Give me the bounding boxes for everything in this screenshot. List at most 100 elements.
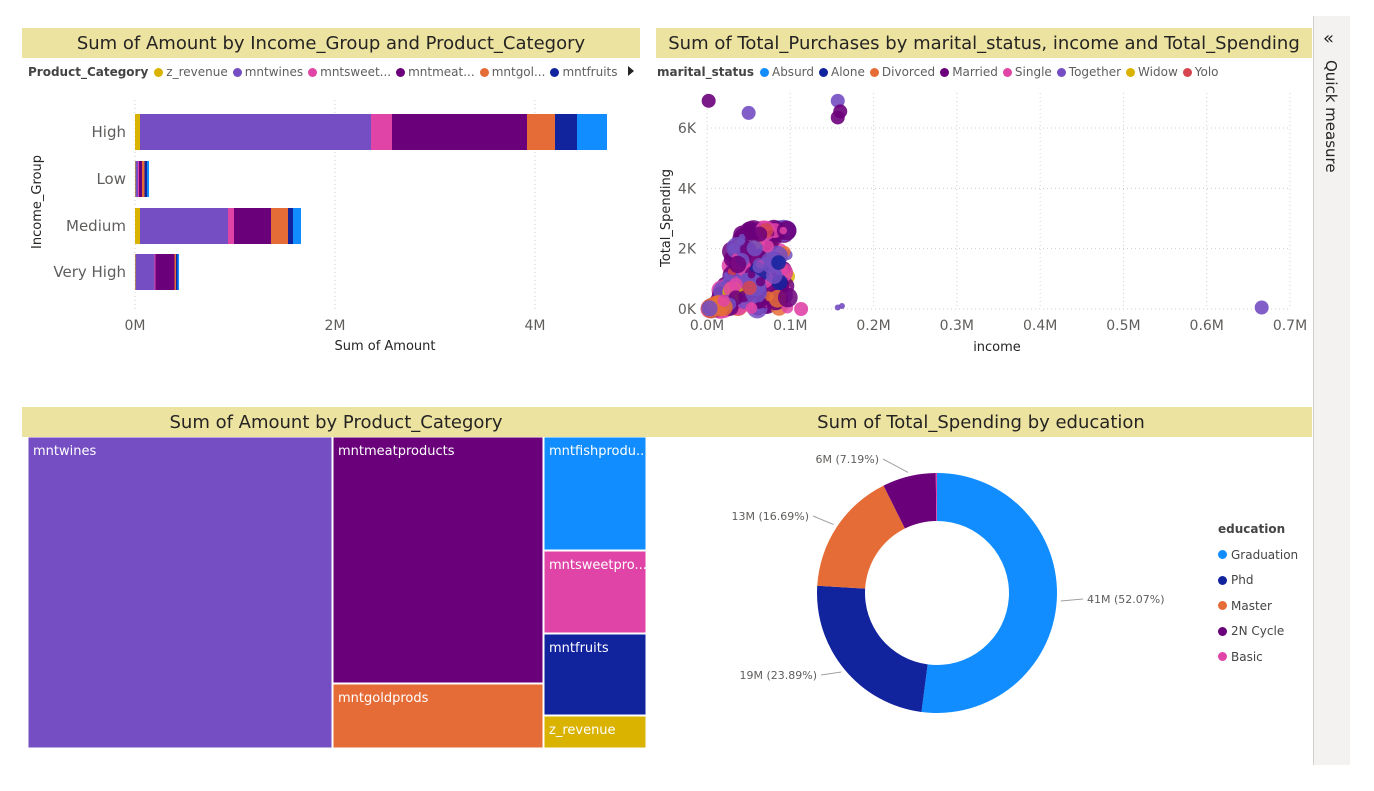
x-tick-label: 0.0M	[690, 318, 724, 334]
bar-segment[interactable]	[234, 208, 271, 244]
scatter-point[interactable]	[742, 281, 756, 295]
treemap-tile[interactable]	[28, 437, 332, 748]
y-tick-label: High	[92, 123, 126, 141]
scatter-point[interactable]	[718, 295, 730, 307]
legend-label: z_revenue	[166, 65, 227, 79]
bar-segment[interactable]	[142, 161, 145, 197]
legend-item-graduation[interactable]: Graduation	[1218, 542, 1298, 568]
bar-segment[interactable]	[371, 114, 392, 150]
treemap-tile-label: mntsweetpro...	[549, 558, 647, 573]
bar-segment[interactable]	[140, 208, 228, 244]
legend-label: mntgol...	[492, 65, 546, 79]
legend-item-master[interactable]: Master	[1218, 593, 1298, 619]
y-tick-label: Medium	[66, 217, 126, 235]
legend-item-widow[interactable]: Widow	[1126, 65, 1178, 79]
scatter-point[interactable]	[748, 271, 756, 279]
x-axis-label: Sum of Amount	[334, 339, 435, 354]
donut-leader-line	[813, 516, 834, 525]
bar-segment[interactable]	[139, 161, 142, 197]
legend-item-basic[interactable]: Basic	[1218, 644, 1298, 670]
legend-item-divorced[interactable]: Divorced	[870, 65, 935, 79]
legend-item-together[interactable]: Together	[1057, 65, 1121, 79]
scatter-point-outlier[interactable]	[1255, 300, 1269, 314]
bar-segment[interactable]	[138, 161, 139, 197]
donut-data-label: 41M (52.07%)	[1087, 593, 1165, 606]
bar-legend: Product_Category z_revenue mntwines mnts…	[28, 65, 623, 79]
bar-segment[interactable]	[176, 254, 178, 290]
scatter-point-outlier[interactable]	[794, 302, 808, 316]
scatter-point-outlier[interactable]	[839, 303, 845, 309]
legend-item-mntsweet[interactable]: mntsweet...	[308, 65, 391, 79]
legend-item-mntwines[interactable]: mntwines	[233, 65, 303, 79]
scatter-point-outlier[interactable]	[742, 106, 756, 120]
donut-slice[interactable]	[921, 473, 1057, 713]
x-tick-label: 0.3M	[940, 318, 974, 334]
bar-segment[interactable]	[140, 114, 371, 150]
bar-segment[interactable]	[392, 114, 527, 150]
legend-label: mntmeat...	[408, 65, 475, 79]
scatter-point[interactable]	[728, 243, 739, 254]
scatter-point[interactable]	[701, 300, 717, 316]
bar-segment[interactable]	[527, 114, 555, 150]
donut-slice[interactable]	[817, 586, 928, 712]
legend-label: Graduation	[1231, 548, 1298, 562]
legend-item-2n-cycle[interactable]: 2N Cycle	[1218, 619, 1298, 645]
scatter-point[interactable]	[771, 255, 786, 270]
scatter-point[interactable]	[729, 256, 746, 273]
treemap-tile-label: mntfishprodu...	[549, 444, 648, 459]
scatter-legend: marital_status Absurd Alone Divorced Mar…	[657, 65, 1224, 79]
legend-item-yolo[interactable]: Yolo	[1183, 65, 1219, 79]
bar-segment[interactable]	[145, 161, 148, 197]
bar-segment[interactable]	[555, 114, 577, 150]
legend-item-mntgol[interactable]: mntgol...	[480, 65, 546, 79]
bar-segment[interactable]	[178, 254, 180, 290]
bar-segment[interactable]	[136, 161, 139, 197]
donut-leader-line	[1061, 599, 1083, 601]
scatter-point[interactable]	[746, 302, 758, 314]
scatter-point[interactable]	[737, 238, 745, 246]
bar-segment[interactable]	[156, 254, 175, 290]
bar-legend-title: Product_Category	[28, 65, 148, 79]
bar-segment[interactable]	[577, 114, 607, 150]
legend-item-alone[interactable]: Alone	[819, 65, 865, 79]
bar-segment[interactable]	[271, 208, 288, 244]
quick-measure-label[interactable]: Quick measure	[1322, 60, 1340, 173]
legend-item-z-revenue[interactable]: z_revenue	[154, 65, 227, 79]
bar-segment[interactable]	[135, 208, 140, 244]
legend-label: Basic	[1231, 650, 1263, 664]
legend-item-mntfruits[interactable]: mntfruits	[550, 65, 617, 79]
scatter-point[interactable]	[756, 277, 765, 286]
bar-segment[interactable]	[135, 114, 140, 150]
bar-segment[interactable]	[175, 254, 177, 290]
scatter-point[interactable]	[780, 227, 787, 234]
legend-item-absurd[interactable]: Absurd	[760, 65, 814, 79]
bar-segment[interactable]	[293, 208, 301, 244]
scatter-point[interactable]	[761, 240, 774, 253]
legend-item-married[interactable]: Married	[940, 65, 998, 79]
scatter-point[interactable]	[752, 261, 764, 273]
treemap-tile[interactable]	[333, 437, 543, 683]
legend-item-phd[interactable]: Phd	[1218, 568, 1298, 594]
bar-segment[interactable]	[228, 208, 234, 244]
bar-segment[interactable]	[155, 254, 156, 290]
x-axis-label: income	[973, 340, 1021, 355]
scatter-point-outlier[interactable]	[702, 94, 716, 108]
bar-segment[interactable]	[147, 161, 149, 197]
donut-legend-title: education	[1218, 522, 1298, 536]
legend-label: mntwines	[245, 65, 303, 79]
bar-segment[interactable]	[288, 208, 293, 244]
scatter-point[interactable]	[752, 227, 767, 242]
treemap-tile-label: mntmeatproducts	[338, 444, 455, 459]
bar-segment[interactable]	[136, 254, 155, 290]
y-tick-label: 6K	[678, 121, 697, 137]
scatter-point[interactable]	[778, 288, 798, 308]
scatter-point-outlier[interactable]	[833, 104, 847, 118]
legend-next-arrow-icon[interactable]	[628, 66, 634, 76]
collapse-chevrons-icon[interactable]: «	[1323, 28, 1334, 49]
scatter-point[interactable]	[729, 278, 743, 292]
x-tick-label: 0M	[125, 318, 146, 334]
scatter-point[interactable]	[747, 240, 763, 256]
legend-item-single[interactable]: Single	[1003, 65, 1052, 79]
legend-item-mntmeat[interactable]: mntmeat...	[396, 65, 475, 79]
legend-label: Yolo	[1195, 65, 1219, 79]
